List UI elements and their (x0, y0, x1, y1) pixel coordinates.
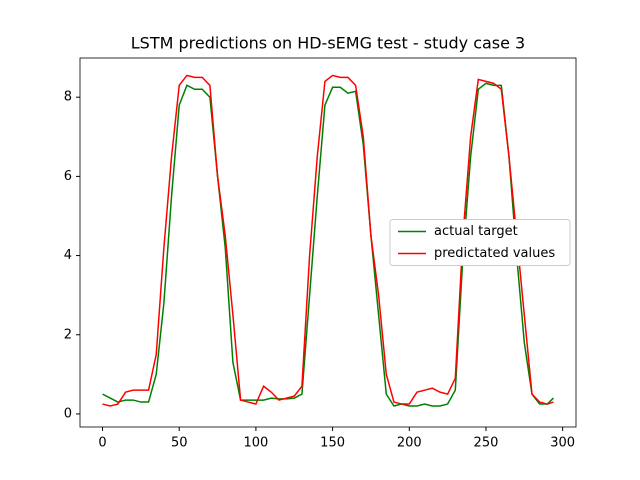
y-tick-label: 8 (64, 90, 72, 105)
y-tick-label: 2 (64, 327, 72, 342)
plot-frame (79, 57, 577, 428)
y-tick-label: 4 (64, 248, 72, 263)
x-tick-label: 100 (244, 436, 269, 451)
data-line (102, 82, 554, 407)
x-tick-label: 0 (98, 436, 106, 451)
x-tick-label: 200 (397, 436, 422, 451)
legend-label: predictated values (434, 246, 555, 261)
x-tick-label: 300 (550, 436, 575, 451)
x-tick-label: 250 (474, 436, 499, 451)
x-tick-label: 150 (320, 436, 345, 451)
data-line (102, 74, 554, 407)
legend-label: actual target (434, 224, 518, 239)
y-tick-label: 0 (64, 406, 72, 421)
x-tick-label: 50 (171, 436, 188, 451)
legend-box (389, 219, 571, 266)
y-tick-label: 6 (64, 169, 72, 184)
chart-title: LSTM predictions on HD-sEMG test - study… (131, 34, 525, 53)
